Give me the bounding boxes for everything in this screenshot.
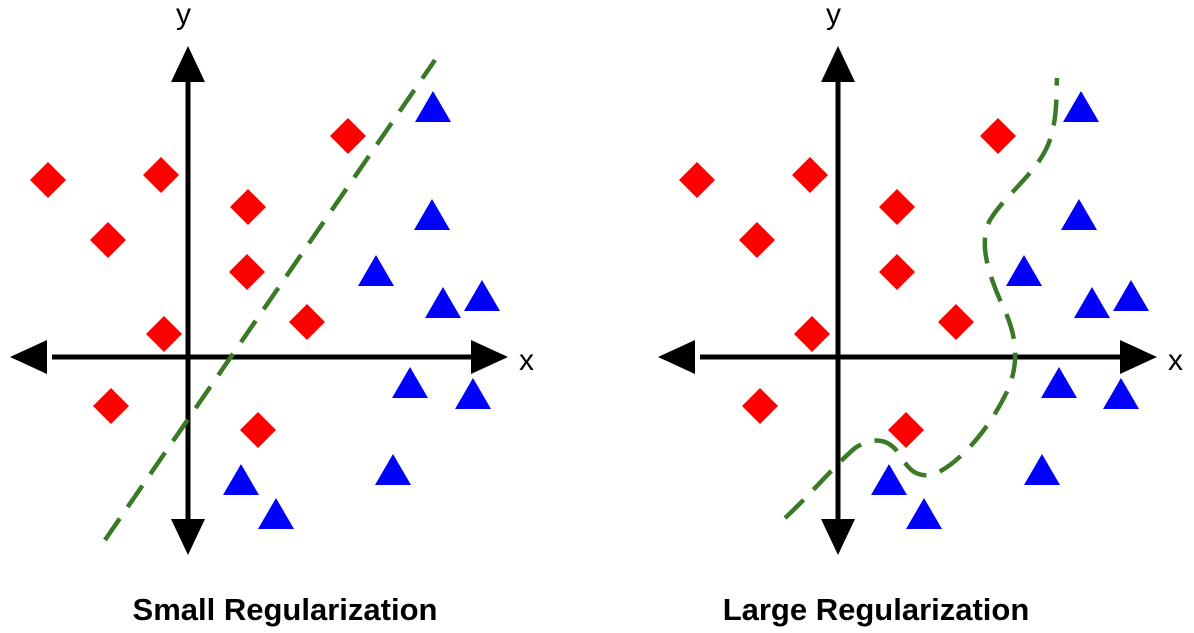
diamond-marker [739,222,775,258]
diamond-marker [679,162,715,198]
triangle-marker [906,498,942,529]
class-a-points [679,118,1016,448]
diamond-marker [330,118,366,154]
y-axis-up-arrow-icon [821,46,855,82]
diamond-marker [229,254,265,290]
class-b-points [871,91,1149,529]
triangle-marker [1113,280,1149,311]
decision-boundary [103,58,437,542]
diamond-marker [879,254,915,290]
diamond-marker [240,412,276,448]
diamond-marker [794,316,830,352]
decision-boundary [783,77,1060,520]
panel-caption: Large Regularization [723,592,1030,627]
triangle-marker [415,91,451,122]
diamond-marker [888,412,924,448]
panel-small-regularization: x y Smal [10,0,534,627]
triangle-marker [1041,367,1077,398]
triangle-marker [258,498,294,529]
x-axis-right-arrow-icon [1120,340,1157,374]
x-axis-label: x [1168,344,1183,377]
diamond-marker [742,388,778,424]
diamond-marker [30,162,66,198]
diamond-marker [143,157,179,193]
triangle-marker [223,464,259,495]
x-axis-right-arrow-icon [471,340,508,374]
triangle-marker [358,255,394,286]
triangle-marker [414,199,450,230]
triangle-marker [425,287,461,318]
diamond-marker [879,189,915,225]
triangle-marker [455,378,491,409]
triangle-marker [1074,287,1110,318]
x-axis-left-arrow-icon [658,340,695,374]
diamond-marker [93,388,129,424]
y-axis-label: y [826,0,841,31]
y-axis-label: y [176,0,191,31]
diamond-marker [792,157,828,193]
triangle-marker [375,454,411,485]
triangle-marker [392,367,428,398]
panel-large-regularization: x y Larg [658,0,1183,627]
y-axis-down-arrow-icon [171,519,205,555]
triangle-marker [871,464,907,495]
diamond-marker [230,189,266,225]
triangle-marker [464,280,500,311]
class-b-points [223,91,500,529]
panel-caption: Small Regularization [133,592,438,627]
triangle-marker [1103,378,1139,409]
class-a-points [30,118,366,448]
diamond-marker [90,222,126,258]
diamond-marker [289,304,325,340]
x-axis-label: x [519,344,534,377]
diamond-marker [980,118,1016,154]
diamond-marker [146,316,182,352]
triangle-marker [1061,199,1097,230]
y-axis-down-arrow-icon [821,519,855,555]
triangle-marker [1024,454,1060,485]
triangle-marker [1006,255,1042,286]
diamond-marker [938,304,974,340]
y-axis-up-arrow-icon [171,46,205,82]
triangle-marker [1063,91,1099,122]
x-axis-left-arrow-icon [10,340,47,374]
